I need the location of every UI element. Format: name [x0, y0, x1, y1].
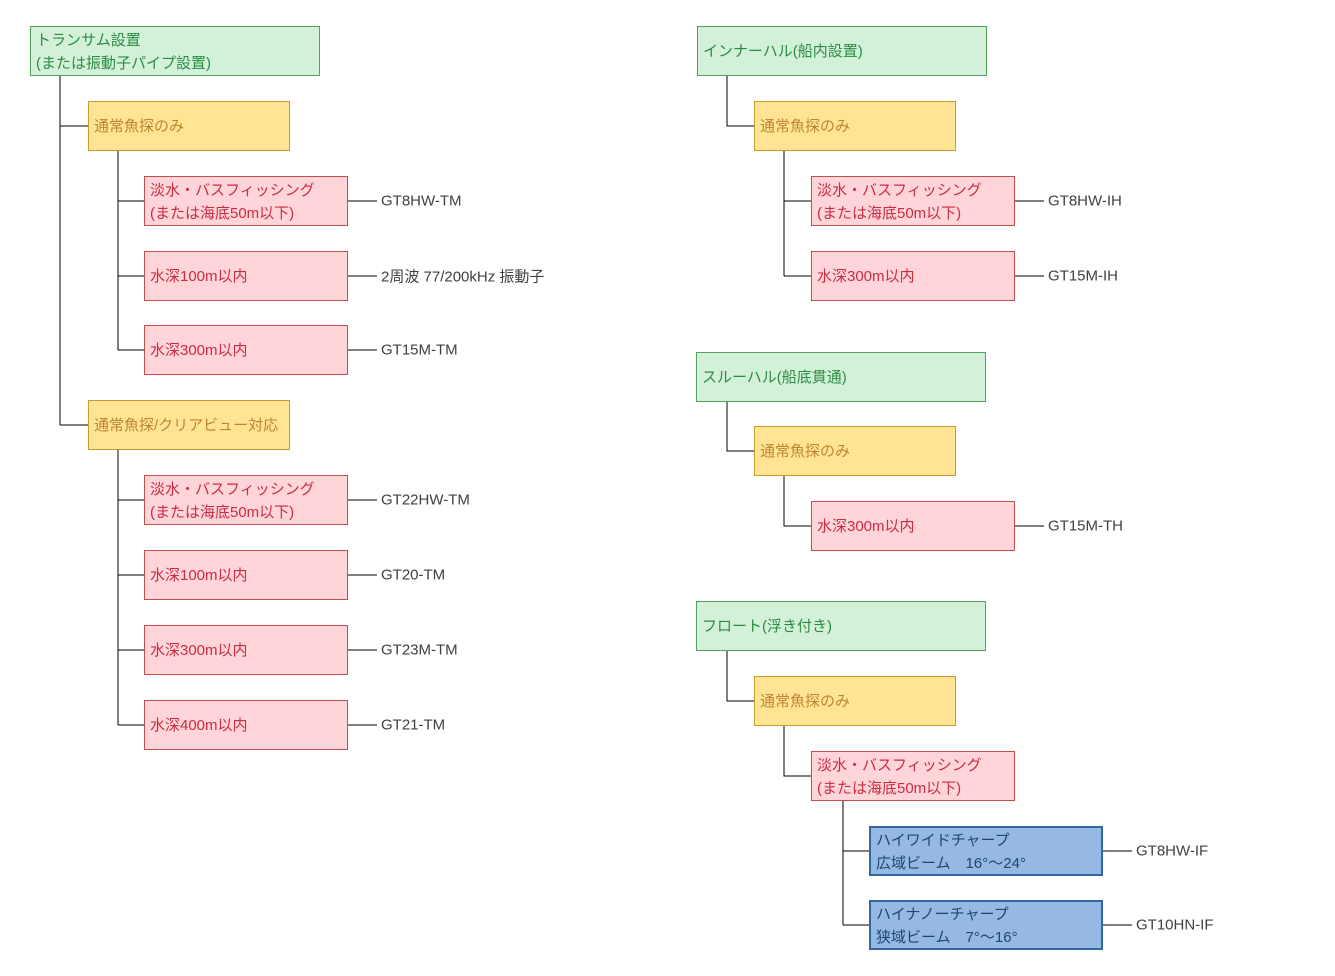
- node-text-line: 通常魚探のみ: [760, 118, 851, 135]
- node-transom-cv-depth300: 水深300m以内: [144, 625, 348, 675]
- node-inhull-freshwater: 淡水・バスフィッシング (または海底50m以下): [811, 176, 1015, 226]
- node-transom-depth100: 水深100m以内: [144, 251, 348, 301]
- node-transom-cv-depth400: 水深400m以内: [144, 700, 348, 750]
- node-transom-sonar-only: 通常魚探のみ: [88, 101, 290, 151]
- node-text-line: 水深100m以内: [150, 567, 248, 584]
- node-text-line: (または海底50m以下): [150, 503, 295, 521]
- node-float-root: フロート(浮き付き): [696, 601, 986, 651]
- output-label-gt15m-ih: GT15M-IH: [1048, 267, 1119, 285]
- node-text-line: 水深300m以内: [817, 268, 915, 285]
- node-text-line: 淡水・バスフィッシング: [817, 181, 982, 199]
- node-text-line: 広域ビーム 16°〜24°: [876, 854, 1026, 872]
- output-label-gt10hn-if: GT10HN-IF: [1136, 916, 1214, 934]
- node-text-line: 淡水・バスフィッシング: [150, 181, 315, 199]
- node-thruhull-root: スルーハル(船底貫通): [696, 352, 986, 402]
- output-label-gt23m-tm: GT23M-TM: [381, 641, 458, 659]
- output-label-gt8hw-ih: GT8HW-IH: [1048, 192, 1122, 210]
- node-text-line: ハイナノーチャープ: [876, 905, 1009, 923]
- node-text-line: 通常魚探のみ: [94, 118, 185, 135]
- node-text-line: 通常魚探/クリアビュー対応: [94, 417, 279, 434]
- output-label-gt15m-tm: GT15M-TM: [381, 341, 458, 359]
- node-text-line: スルーハル(船底貫通): [702, 369, 847, 386]
- node-text-line: (または振動子パイプ設置): [36, 54, 211, 72]
- node-transom-freshwater: 淡水・バスフィッシング (または海底50m以下): [144, 176, 348, 226]
- node-transom-root: トランサム設置 (または振動子パイプ設置): [30, 26, 320, 76]
- node-text-line: 水深300m以内: [150, 342, 248, 359]
- node-text-line: トランサム設置: [36, 31, 141, 49]
- node-float-sonar-only: 通常魚探のみ: [754, 676, 956, 726]
- node-text-line: 狭域ビーム 7°〜16°: [876, 928, 1018, 946]
- output-label-gt8hw-if: GT8HW-IF: [1136, 842, 1209, 860]
- output-label-dual-freq: 2周波 77/200kHz 振動子: [381, 268, 545, 286]
- node-text-line: (または海底50m以下): [817, 204, 962, 222]
- output-label-gt8hw-tm: GT8HW-TM: [381, 192, 462, 210]
- node-text-line: インナーハル(船内設置): [703, 43, 863, 60]
- node-text-line: 水深300m以内: [150, 642, 248, 659]
- node-text-line: (または海底50m以下): [817, 779, 962, 797]
- node-text-line: 淡水・バスフィッシング: [150, 480, 315, 498]
- node-float-freshwater: 淡水・バスフィッシング (または海底50m以下): [811, 751, 1015, 801]
- node-transom-cv-depth100: 水深100m以内: [144, 550, 348, 600]
- node-text-line: (または海底50m以下): [150, 204, 295, 222]
- node-transom-clearvu: 通常魚探/クリアビュー対応: [88, 400, 290, 450]
- output-label-gt20-tm: GT20-TM: [381, 566, 446, 584]
- node-thruhull-depth300: 水深300m以内: [811, 501, 1015, 551]
- node-float-high-wide-chirp: ハイワイドチャープ 広域ビーム 16°〜24°: [869, 826, 1103, 876]
- node-text-line: 水深300m以内: [817, 518, 915, 535]
- node-inhull-depth300: 水深300m以内: [811, 251, 1015, 301]
- node-transom-depth300: 水深300m以内: [144, 325, 348, 375]
- node-text-line: 水深100m以内: [150, 268, 248, 285]
- node-text-line: 通常魚探のみ: [760, 443, 851, 460]
- node-text-line: 通常魚探のみ: [760, 693, 851, 710]
- node-inhull-root: インナーハル(船内設置): [697, 26, 987, 76]
- output-label-gt22hw-tm: GT22HW-TM: [381, 491, 470, 509]
- node-transom-cv-freshwater: 淡水・バスフィッシング (または海底50m以下): [144, 475, 348, 525]
- output-label-gt15m-th: GT15M-TH: [1048, 517, 1123, 535]
- node-text-line: 水深400m以内: [150, 717, 248, 734]
- node-float-high-narrow-chirp: ハイナノーチャープ 狭域ビーム 7°〜16°: [869, 900, 1103, 950]
- output-label-gt21-tm: GT21-TM: [381, 716, 446, 734]
- node-inhull-sonar-only: 通常魚探のみ: [754, 101, 956, 151]
- node-thruhull-sonar-only: 通常魚探のみ: [754, 426, 956, 476]
- node-text-line: フロート(浮き付き): [702, 618, 832, 635]
- node-text-line: 淡水・バスフィッシング: [817, 756, 982, 774]
- node-text-line: ハイワイドチャープ: [876, 831, 1010, 849]
